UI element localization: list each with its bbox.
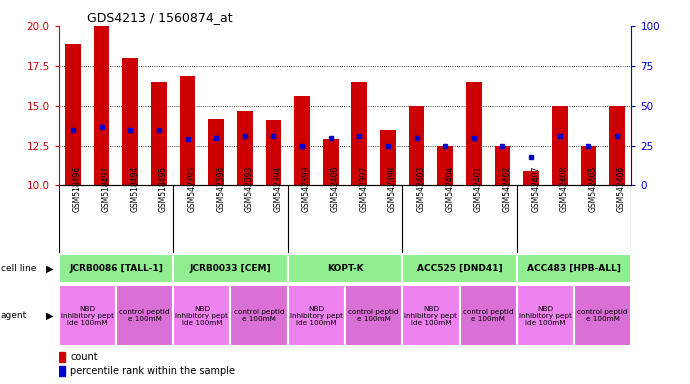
Bar [151, 82, 167, 185]
FancyBboxPatch shape [402, 285, 460, 346]
Text: control peptid
e 100mM: control peptid e 100mM [348, 310, 399, 322]
FancyBboxPatch shape [402, 254, 517, 283]
Text: KOPT-K: KOPT-K [326, 264, 364, 273]
FancyBboxPatch shape [230, 285, 288, 346]
FancyBboxPatch shape [460, 285, 517, 346]
Text: GSM542401: GSM542401 [474, 166, 483, 212]
Text: NBD
inhibitory pept
ide 100mM: NBD inhibitory pept ide 100mM [61, 306, 114, 326]
Text: GSM518497: GSM518497 [101, 166, 110, 212]
FancyBboxPatch shape [288, 285, 345, 346]
Text: agent: agent [1, 311, 27, 320]
Text: NBD
inhibitory pept
ide 100mM: NBD inhibitory pept ide 100mM [290, 306, 343, 326]
Bar [523, 171, 539, 185]
Text: GSM518495: GSM518495 [159, 166, 168, 212]
Text: JCRB0033 [CEM]: JCRB0033 [CEM] [190, 264, 271, 273]
Text: GSM542398: GSM542398 [388, 166, 397, 212]
FancyBboxPatch shape [517, 254, 631, 283]
Text: cell line: cell line [1, 264, 36, 273]
Text: GSM542408: GSM542408 [560, 166, 569, 212]
Text: GSM542397: GSM542397 [359, 166, 368, 212]
Text: ▶: ▶ [46, 263, 53, 273]
Bar [466, 82, 482, 185]
Text: NBD
inhibitory pept
ide 100mM: NBD inhibitory pept ide 100mM [519, 306, 572, 326]
Text: NBD
inhibitory pept
ide 100mM: NBD inhibitory pept ide 100mM [175, 306, 228, 326]
FancyBboxPatch shape [517, 285, 574, 346]
FancyBboxPatch shape [574, 285, 631, 346]
FancyBboxPatch shape [173, 254, 288, 283]
Bar [495, 146, 511, 185]
FancyBboxPatch shape [59, 285, 116, 346]
Bar [609, 106, 625, 185]
Text: GDS4213 / 1560874_at: GDS4213 / 1560874_at [88, 10, 233, 23]
Text: ACC483 [HPB-ALL]: ACC483 [HPB-ALL] [527, 264, 621, 273]
Text: GSM542405: GSM542405 [589, 166, 598, 212]
Text: GSM542396: GSM542396 [216, 166, 225, 212]
FancyBboxPatch shape [345, 285, 402, 346]
Text: GSM542407: GSM542407 [531, 166, 540, 212]
Bar [94, 26, 110, 185]
Bar [408, 106, 424, 185]
Bar [122, 58, 138, 185]
FancyBboxPatch shape [59, 254, 173, 283]
Text: ACC525 [DND41]: ACC525 [DND41] [417, 264, 502, 273]
Text: GSM542394: GSM542394 [273, 166, 282, 212]
Text: JCRB0086 [TALL-1]: JCRB0086 [TALL-1] [69, 264, 163, 273]
Bar [59, 366, 65, 376]
Bar [59, 352, 65, 362]
FancyBboxPatch shape [173, 285, 230, 346]
Text: count: count [70, 352, 98, 362]
Bar [237, 111, 253, 185]
Text: GSM542395: GSM542395 [188, 166, 197, 212]
Text: GSM542402: GSM542402 [502, 166, 511, 212]
Text: control peptid
e 100mM: control peptid e 100mM [578, 310, 628, 322]
Text: GSM542400: GSM542400 [331, 166, 339, 212]
Text: GSM542403: GSM542403 [417, 166, 426, 212]
Text: control peptid
e 100mM: control peptid e 100mM [119, 310, 170, 322]
Bar [380, 130, 396, 185]
Text: ▶: ▶ [46, 311, 53, 321]
FancyBboxPatch shape [288, 254, 402, 283]
Bar [580, 146, 596, 185]
Bar [351, 82, 367, 185]
Text: GSM542399: GSM542399 [302, 166, 311, 212]
Text: control peptid
e 100mM: control peptid e 100mM [234, 310, 284, 322]
Bar [294, 96, 310, 185]
Bar [179, 76, 195, 185]
Bar [437, 146, 453, 185]
Text: GSM518494: GSM518494 [130, 166, 139, 212]
Bar [323, 139, 339, 185]
Text: GSM518496: GSM518496 [73, 166, 82, 212]
Bar [552, 106, 568, 185]
Text: GSM542406: GSM542406 [617, 166, 626, 212]
Text: NBD
inhibitory pept
ide 100mM: NBD inhibitory pept ide 100mM [404, 306, 457, 326]
Bar [266, 120, 282, 185]
Bar [65, 44, 81, 185]
FancyBboxPatch shape [116, 285, 173, 346]
Text: percentile rank within the sample: percentile rank within the sample [70, 366, 235, 376]
Bar [208, 119, 224, 185]
Text: GSM542404: GSM542404 [445, 166, 454, 212]
Text: GSM542393: GSM542393 [245, 166, 254, 212]
Text: control peptid
e 100mM: control peptid e 100mM [463, 310, 513, 322]
